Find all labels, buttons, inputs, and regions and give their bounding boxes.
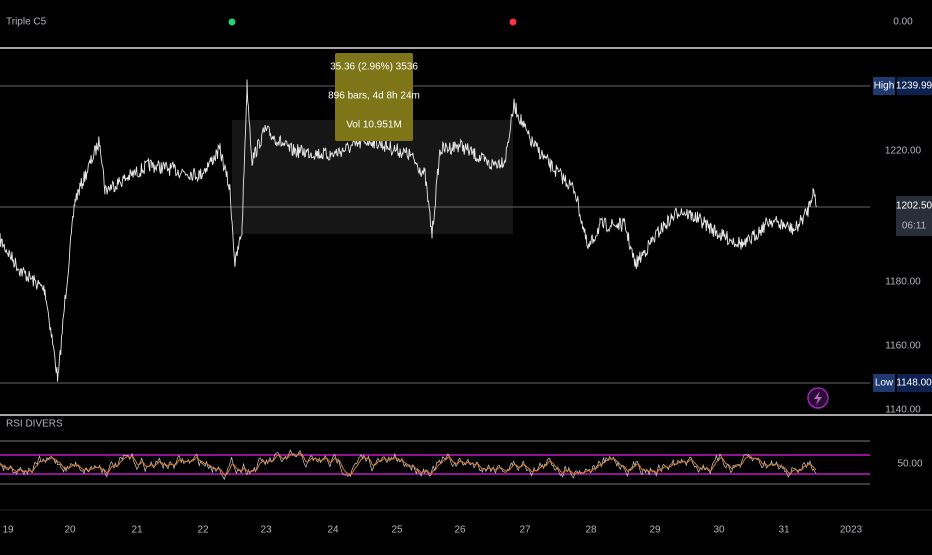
tooltip-volume: Vol 10.951M bbox=[346, 120, 402, 131]
time-tick: 21 bbox=[131, 525, 143, 536]
tooltip bbox=[335, 53, 413, 141]
high-value-tag bbox=[897, 77, 932, 95]
low-value-tag bbox=[897, 374, 932, 392]
tooltip-bars: 896 bars, 4d 8h 24m bbox=[328, 91, 420, 102]
time-tick: 20 bbox=[64, 525, 76, 536]
time-tick: 25 bbox=[391, 525, 403, 536]
time-tick: 29 bbox=[649, 525, 661, 536]
low-tag bbox=[873, 374, 895, 392]
indicator-value: 0.00 bbox=[893, 17, 913, 28]
price-tick: 1180.00 bbox=[885, 277, 921, 288]
high-label: High bbox=[874, 81, 895, 92]
last-price-tag bbox=[896, 196, 932, 236]
time-tick: 24 bbox=[327, 525, 339, 536]
time-tick: 27 bbox=[519, 525, 531, 536]
price-tick: 1140.00 bbox=[885, 405, 921, 416]
alert-bolt bbox=[814, 391, 822, 405]
time-tick: 26 bbox=[454, 525, 466, 536]
rsi-smooth bbox=[0, 452, 817, 476]
low-label: Low bbox=[875, 378, 894, 389]
price-line bbox=[0, 79, 817, 382]
time-tick: 28 bbox=[585, 525, 597, 536]
countdown: 06:11 bbox=[902, 221, 927, 232]
buy-signal bbox=[228, 18, 236, 26]
time-tick: 23 bbox=[260, 525, 272, 536]
rsi-tick: 50.00 bbox=[897, 459, 922, 470]
time-tick: 22 bbox=[197, 525, 209, 536]
time-tick: 31 bbox=[778, 525, 790, 536]
last-price: 1202.50 bbox=[896, 201, 932, 212]
low-value: 1148.00 bbox=[896, 378, 932, 389]
sell-signal bbox=[509, 18, 517, 26]
rsi-title: RSI DIVERS bbox=[6, 419, 63, 430]
high-value: 1239.99 bbox=[896, 81, 932, 92]
time-tick: 30 bbox=[713, 525, 725, 536]
price-tick: 1220.00 bbox=[885, 146, 922, 157]
tooltip-change: 35.36 (2.96%) 3536 bbox=[330, 62, 418, 73]
indicator-title: Triple C5 bbox=[6, 17, 47, 28]
high-tag bbox=[873, 77, 895, 95]
price-tick: 1160.00 bbox=[885, 341, 921, 352]
time-tick: 19 bbox=[2, 525, 14, 536]
time-axis: 19 20 21 22 23 24 25 26 27 28 29 30 31 2023 bbox=[2, 525, 862, 536]
time-tick: 2023 bbox=[840, 525, 863, 536]
